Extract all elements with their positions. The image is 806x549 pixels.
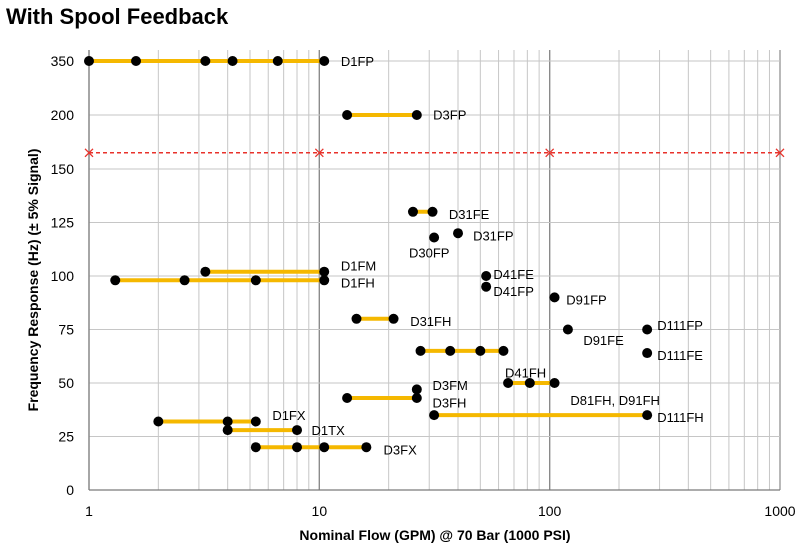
point-label: D1FM bbox=[341, 258, 376, 273]
data-point bbox=[342, 110, 353, 120]
point-label: D1FH bbox=[341, 275, 375, 290]
data-point bbox=[222, 416, 233, 427]
data-point bbox=[475, 345, 486, 356]
data-point bbox=[250, 442, 261, 453]
point-label: D31FP bbox=[473, 228, 513, 243]
threshold-marker bbox=[775, 148, 785, 158]
y-tick-label: 125 bbox=[51, 215, 75, 231]
point-label: D1TX bbox=[312, 423, 346, 438]
data-point bbox=[200, 56, 211, 66]
point-label: D91FP bbox=[566, 293, 606, 308]
y-tick-label: 200 bbox=[51, 107, 75, 123]
data-point bbox=[411, 392, 422, 403]
data-point bbox=[319, 266, 330, 277]
y-tick-label: 150 bbox=[51, 161, 75, 177]
threshold-marker bbox=[545, 148, 555, 158]
data-point bbox=[407, 206, 418, 217]
point-label: D81FH, D91FH bbox=[570, 393, 660, 408]
data-point bbox=[388, 313, 399, 324]
threshold-marker-stroke bbox=[545, 148, 555, 158]
point-label: D1FP bbox=[341, 54, 374, 69]
point-label: D3FM bbox=[433, 378, 468, 393]
data-point bbox=[481, 271, 492, 281]
threshold-marker bbox=[314, 148, 324, 158]
data-point bbox=[292, 425, 303, 436]
data-point bbox=[427, 206, 438, 217]
x-tick-label: 1000 bbox=[764, 503, 795, 519]
point-label: D111FE bbox=[657, 348, 703, 363]
point-label: D30FP bbox=[409, 245, 449, 260]
data-point bbox=[153, 416, 164, 427]
data-point bbox=[411, 110, 422, 120]
y-tick-label: 50 bbox=[58, 375, 74, 391]
data-point bbox=[642, 324, 653, 335]
data-point bbox=[351, 313, 362, 324]
data-point bbox=[342, 392, 353, 403]
threshold-marker-stroke bbox=[84, 148, 94, 158]
data-point bbox=[481, 281, 492, 292]
data-point bbox=[562, 324, 573, 335]
data-point bbox=[524, 378, 535, 388]
x-axis-title: Nominal Flow (GPM) @ 70 Bar (1000 PSI) bbox=[299, 527, 570, 543]
x-tick-label: 100 bbox=[538, 503, 562, 519]
data-point bbox=[131, 56, 142, 66]
data-point bbox=[110, 275, 121, 286]
data-point bbox=[84, 56, 94, 66]
data-point bbox=[250, 416, 261, 427]
y-axis-title: Frequency Response (Hz) (± 5% Signal) bbox=[25, 149, 41, 412]
data-point bbox=[445, 345, 456, 356]
y-tick-label: 350 bbox=[51, 53, 75, 69]
data-point bbox=[549, 292, 560, 303]
data-point bbox=[319, 275, 330, 286]
point-label: D1FX bbox=[272, 408, 306, 423]
y-tick-label: 75 bbox=[58, 322, 74, 338]
x-tick-label: 1 bbox=[85, 503, 93, 519]
data-point bbox=[222, 425, 233, 436]
data-point bbox=[272, 56, 283, 66]
data-point bbox=[200, 266, 211, 277]
point-label: D41FP bbox=[493, 284, 533, 299]
point-label: D3FX bbox=[384, 442, 418, 457]
threshold-marker bbox=[84, 148, 94, 158]
point-label: D31FH bbox=[410, 314, 451, 329]
data-point bbox=[642, 348, 653, 359]
data-point bbox=[361, 442, 372, 453]
data-point bbox=[503, 378, 514, 388]
point-label: D41FH bbox=[505, 365, 546, 380]
point-label: D111FH bbox=[657, 410, 703, 425]
data-point bbox=[429, 410, 440, 421]
point-label: D41FE bbox=[493, 267, 534, 282]
point-label: D91FE bbox=[583, 333, 624, 348]
x-tick-label: 10 bbox=[312, 503, 328, 519]
point-label: D111FP bbox=[657, 318, 703, 333]
point-label: D31FE bbox=[449, 207, 490, 222]
data-point bbox=[319, 442, 330, 453]
point-label: D3FH bbox=[433, 395, 467, 410]
threshold-marker-stroke bbox=[314, 148, 324, 158]
data-point bbox=[292, 442, 303, 453]
y-tick-label: 0 bbox=[66, 482, 74, 498]
data-point bbox=[642, 410, 653, 421]
data-point bbox=[319, 56, 330, 66]
data-point bbox=[429, 232, 440, 243]
y-tick-label: 100 bbox=[51, 268, 75, 284]
chart-title: With Spool Feedback bbox=[6, 4, 229, 29]
point-label: D3FP bbox=[433, 107, 466, 122]
data-point bbox=[549, 378, 560, 388]
data-point bbox=[250, 275, 261, 286]
data-point bbox=[179, 275, 190, 286]
data-point bbox=[453, 228, 464, 239]
data-point bbox=[415, 345, 426, 356]
data-point bbox=[227, 56, 238, 66]
data-point bbox=[498, 345, 509, 356]
threshold-marker-stroke bbox=[775, 148, 785, 158]
y-tick-label: 25 bbox=[58, 429, 74, 445]
data-point bbox=[411, 384, 422, 395]
